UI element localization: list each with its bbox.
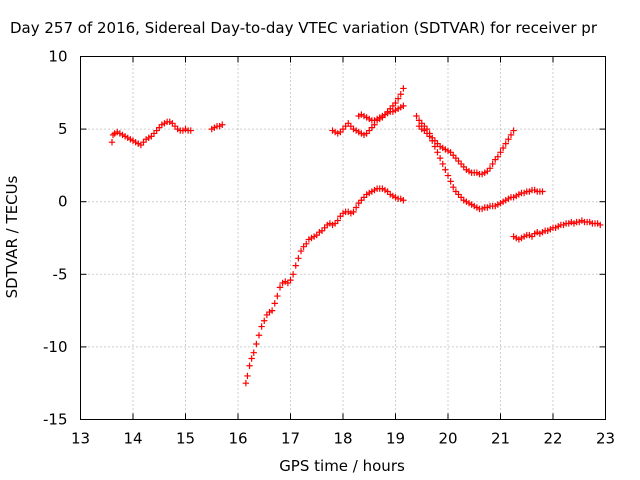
data-point — [400, 102, 407, 110]
x-tick-label: 18 — [333, 430, 352, 448]
x-tick-label: 21 — [491, 430, 510, 448]
x-tick-label: 14 — [123, 430, 142, 448]
data-point — [274, 292, 281, 300]
data-point — [187, 127, 194, 134]
x-tick-label: 23 — [596, 430, 615, 448]
grid — [80, 56, 606, 420]
series-segment-mid-morning — [208, 121, 226, 133]
data-point — [439, 160, 446, 168]
data-point — [219, 121, 226, 128]
data-point — [258, 323, 265, 330]
data-point — [442, 166, 449, 173]
data-point — [450, 183, 457, 191]
data-point — [250, 349, 257, 356]
data-point — [248, 355, 255, 362]
data-point — [434, 149, 441, 156]
series-segment-rising-arc — [242, 185, 407, 387]
data-point — [295, 255, 302, 262]
series-segment-afternoon-decline — [415, 122, 546, 213]
data-point — [261, 317, 268, 324]
data-point — [486, 165, 494, 172]
data-point — [394, 95, 402, 102]
data-point — [426, 133, 433, 140]
data-point — [397, 91, 404, 98]
series-segment-noon-plateau — [355, 102, 407, 124]
series-segment-evening — [510, 217, 604, 243]
axis-ticks: 13 14 15 16 17 18 19 20 21 22 23 -15 -10 -5 0 5 10 — [43, 48, 615, 448]
data-point — [499, 144, 507, 152]
data-point — [244, 372, 251, 380]
x-tick-label: 19 — [386, 430, 405, 448]
series-segment-afternoon-v — [413, 112, 517, 178]
data-point — [447, 178, 454, 185]
data-point — [429, 137, 436, 144]
data-point — [400, 85, 407, 92]
data-points — [108, 85, 604, 387]
x-axis-label: GPS time / hours — [279, 457, 405, 475]
data-point — [242, 380, 250, 387]
data-point — [444, 172, 452, 179]
data-point — [350, 208, 357, 216]
data-point — [271, 300, 278, 307]
plot-frame — [80, 56, 606, 420]
data-point — [431, 143, 439, 150]
data-point — [109, 131, 117, 139]
data-point — [255, 332, 263, 339]
data-point — [334, 217, 341, 224]
data-point — [400, 197, 407, 204]
data-point — [505, 136, 512, 143]
x-tick-label: 16 — [228, 430, 247, 448]
data-point — [303, 240, 310, 248]
y-axis-label: SDTVAR / TECUs — [3, 175, 21, 298]
x-tick-label: 20 — [438, 430, 457, 448]
data-point — [253, 340, 260, 348]
data-point — [276, 284, 284, 291]
data-point — [268, 307, 276, 314]
data-point — [494, 153, 502, 160]
data-point — [436, 154, 444, 162]
y-tick-label: 0 — [58, 193, 68, 211]
data-point — [539, 188, 546, 195]
y-tick-label: -5 — [53, 265, 68, 283]
data-point — [287, 276, 294, 284]
data-point — [413, 112, 420, 120]
data-point — [289, 271, 297, 278]
x-tick-label: 22 — [543, 430, 562, 448]
data-point — [507, 131, 515, 139]
chart-title: Day 257 of 2016, Sidereal Day-to-day VTE… — [10, 19, 598, 37]
y-tick-label: -10 — [43, 338, 68, 356]
data-point — [510, 127, 517, 134]
data-point — [489, 160, 496, 168]
data-point — [352, 204, 360, 211]
data-point — [597, 221, 604, 229]
data-point — [392, 99, 399, 107]
data-point — [108, 138, 116, 146]
data-point — [297, 247, 305, 255]
x-tick-label: 17 — [281, 430, 300, 448]
series-segment-early-morning — [108, 118, 194, 149]
data-point — [246, 362, 253, 369]
x-tick-label: 15 — [176, 430, 195, 448]
data-point — [292, 262, 299, 269]
y-tick-label: 10 — [48, 48, 67, 66]
x-tick-label: 13 — [71, 430, 90, 448]
data-point — [497, 149, 504, 156]
y-tick-label: 5 — [58, 120, 68, 138]
y-tick-label: -15 — [43, 411, 68, 429]
data-point — [502, 140, 509, 147]
